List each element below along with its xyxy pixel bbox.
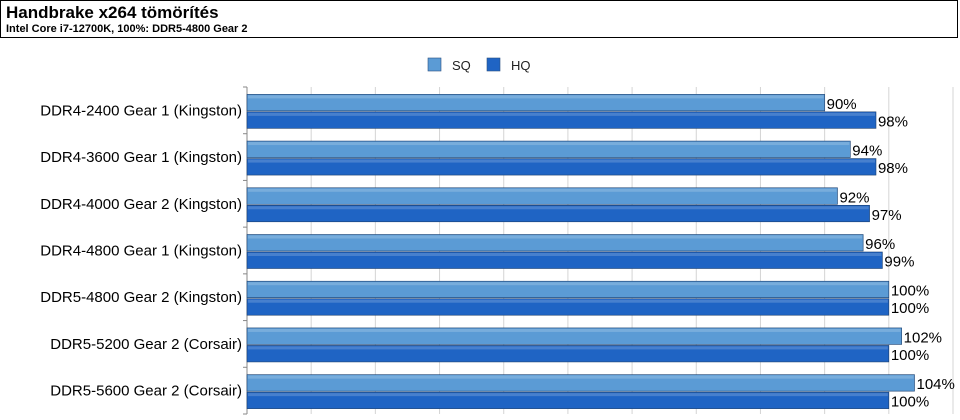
category-label: DDR4-3600 Gear 1 (Kingston) [40,149,242,166]
bar-highlight [248,328,901,332]
value-label-hq: 97% [872,207,902,224]
value-label-sq: 90% [827,96,857,113]
category-label: DDR4-4000 Gear 2 (Kingston) [40,196,242,213]
chart-subtitle: Intel Core i7-12700K, 100%: DDR5-4800 Ge… [6,23,248,35]
category-label: DDR5-5600 Gear 2 (Corsair) [50,383,242,400]
legend-label-sq: SQ [452,58,471,73]
value-label-sq: 102% [904,329,942,346]
value-label-hq: 100% [891,347,929,364]
bar-highlight [248,112,875,116]
legend-swatch-hq [486,57,501,72]
chart-header: Handbrake x264 tömörítés Intel Core i7-1… [0,0,958,38]
value-label-sq: 104% [916,376,954,393]
bar-hq [246,345,890,363]
bar-highlight [248,95,824,99]
bar-hq [246,158,877,176]
value-label-sq: 100% [891,283,929,300]
bar-sq [246,280,890,299]
value-label-sq: 96% [865,236,895,253]
value-label-hq: 99% [884,254,914,271]
bar-sq [246,327,902,345]
bar-highlight [248,375,914,379]
bar-highlight [248,253,882,256]
value-label-sq: 94% [852,143,882,160]
bar-highlight [248,299,888,303]
bar-sq [246,234,864,252]
legend-swatch-sq [427,57,442,72]
value-label-hq: 98% [878,160,908,177]
bar-sq [246,374,915,392]
bar-highlight [248,346,888,350]
bar-highlight [248,206,869,210]
bar-sq [246,94,825,112]
bar-highlight [248,282,888,286]
bar-highlight [248,142,850,146]
bar-sq [246,140,851,158]
legend-label-hq: HQ [511,58,531,73]
bar-hq [246,204,870,223]
bar-hq [246,251,883,269]
value-label-hq: 100% [891,394,929,411]
bar-highlight [248,235,863,239]
bar-highlight [248,188,837,192]
bar-hq [246,111,877,129]
chart-title: Handbrake x264 tömörítés [6,3,219,22]
bar-highlight [248,393,888,397]
category-label: DDR4-4800 Gear 1 (Kingston) [40,243,242,260]
value-label-sq: 92% [839,189,869,206]
value-label-hq: 98% [878,113,908,130]
bar-sq [246,187,838,205]
bar-hq [246,391,890,409]
category-label: DDR4-2400 Gear 1 (Kingston) [40,102,242,119]
category-label: DDR5-5200 Gear 2 (Corsair) [50,336,242,353]
bar-hq [246,298,890,316]
bar-highlight [248,159,875,163]
bars [246,94,915,409]
value-label-hq: 100% [891,300,929,317]
legend: SQ HQ [427,57,531,73]
labels: DDR4-2400 Gear 1 (Kingston) 90% 98% DDR4-36… [40,96,955,411]
category-label: DDR5-4800 Gear 2 (Kingston) [40,289,242,306]
